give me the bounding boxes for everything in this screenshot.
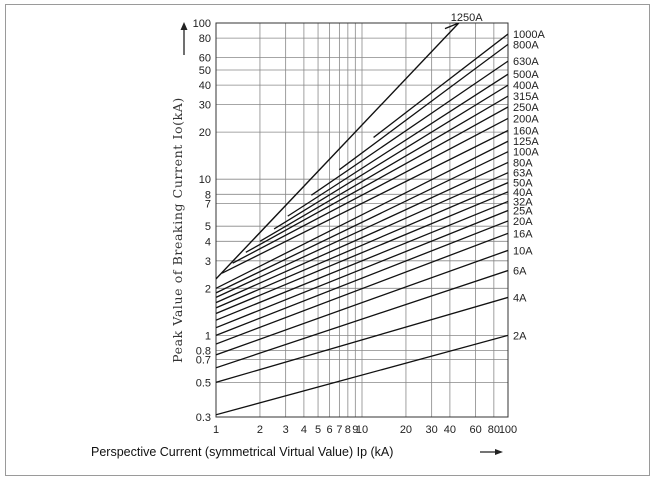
series-label: 1000A	[513, 29, 545, 41]
series-label: 63A	[513, 168, 533, 180]
x-tick-label: 2	[257, 424, 263, 436]
series-label: 250A	[513, 102, 539, 114]
series-label: 125A	[513, 136, 539, 148]
y-axis-arrow-icon	[180, 22, 188, 55]
series-line	[232, 117, 508, 264]
series-line	[444, 23, 460, 30]
y-tick-label: 7	[205, 198, 211, 210]
series-label: 10A	[513, 245, 533, 257]
series-line	[373, 33, 508, 138]
y-axis-label: Peak Value of Breaking Current Io(kA)	[170, 97, 185, 363]
x-tick-label: 3	[283, 424, 289, 436]
series-labels: 2A4A6A10A16A20A25A32A40A50A63A80A100A125…	[451, 12, 546, 342]
x-tick-label: 10	[356, 424, 368, 436]
series-line	[216, 249, 508, 356]
x-tick-label: 1	[213, 424, 219, 436]
series-label: 315A	[513, 91, 539, 103]
y-tick-label: 50	[199, 65, 211, 77]
series-line	[216, 296, 508, 383]
series-label: 20A	[513, 216, 533, 228]
series-line	[216, 220, 508, 336]
series-label: 2A	[513, 330, 527, 342]
series-label: 16A	[513, 228, 533, 240]
series-label: 25A	[513, 206, 533, 218]
grid	[215, 22, 509, 418]
y-tick-label: 1	[205, 330, 211, 342]
series-line	[216, 161, 508, 298]
y-tick-label: 8	[205, 189, 211, 201]
series-label: 6A	[513, 266, 527, 278]
series-line	[287, 73, 508, 217]
x-tick-label: 20	[400, 424, 412, 436]
series-line	[216, 140, 508, 289]
envelope-line	[216, 23, 460, 280]
x-tick-label: 80	[488, 424, 500, 436]
x-tick-label: 100	[499, 424, 517, 436]
series-label: 80A	[513, 157, 533, 169]
y-tick-label: 60	[199, 53, 211, 65]
x-tick-label: 30	[426, 424, 438, 436]
y-tick-label: 2	[205, 283, 211, 295]
series-label: 160A	[513, 125, 539, 137]
series-line	[216, 191, 508, 315]
series-label: 1250A	[451, 12, 483, 24]
y-tick-label: 30	[199, 100, 211, 112]
series-line	[273, 84, 508, 230]
series-label: 50A	[513, 178, 533, 190]
y-tick-label: 0.8	[196, 345, 211, 357]
series-line	[216, 172, 508, 304]
y-tick-label: 4	[205, 236, 211, 248]
x-tick-label: 4	[301, 424, 307, 436]
x-tick-label: 8	[345, 424, 351, 436]
series-label: 40A	[513, 187, 533, 199]
y-tick-label: 80	[199, 33, 211, 45]
y-tick-label: 20	[199, 127, 211, 139]
y-tick-label: 0.5	[196, 377, 211, 389]
series-label: 400A	[513, 80, 539, 92]
series-label: 4A	[513, 292, 527, 304]
x-tick-label: 60	[469, 424, 481, 436]
y-tick-label: 40	[199, 80, 211, 92]
x-tick-label: 40	[444, 424, 456, 436]
series-label: 100A	[513, 147, 539, 159]
x-axis-arrow-icon	[480, 449, 503, 455]
x-axis-label: Perspective Current (symmetrical Virtual…	[91, 445, 393, 459]
x-tick-label: 7	[336, 424, 342, 436]
series-line	[245, 106, 508, 253]
series-line	[216, 334, 508, 416]
plot-area-frame	[215, 22, 509, 418]
series-line	[216, 151, 508, 294]
series-label: 32A	[513, 196, 533, 208]
series-line	[338, 43, 508, 171]
x-tick-label: 5	[315, 424, 321, 436]
series-line	[216, 182, 508, 309]
series-line	[216, 209, 508, 329]
series-line	[216, 269, 508, 369]
series-label: 630A	[513, 56, 539, 68]
y-tick-label: 10	[199, 174, 211, 186]
series-line	[216, 232, 508, 345]
series-line	[311, 60, 508, 196]
y-tick-label: 5	[205, 221, 211, 233]
y-tick-label: 3	[205, 256, 211, 268]
y-tick-label: 0.3	[196, 412, 211, 424]
series-line	[259, 95, 508, 242]
y-tick-label: 0.7	[196, 355, 211, 367]
x-tick-label: 9	[352, 424, 358, 436]
series-label: 500A	[513, 69, 539, 81]
series-line	[221, 129, 508, 274]
series-label: 200A	[513, 113, 539, 125]
y-tick-label: 100	[193, 18, 211, 30]
series-lines	[216, 23, 508, 416]
series-label: 800A	[513, 39, 539, 51]
x-tick-label: 6	[327, 424, 333, 436]
series-line	[216, 200, 508, 321]
